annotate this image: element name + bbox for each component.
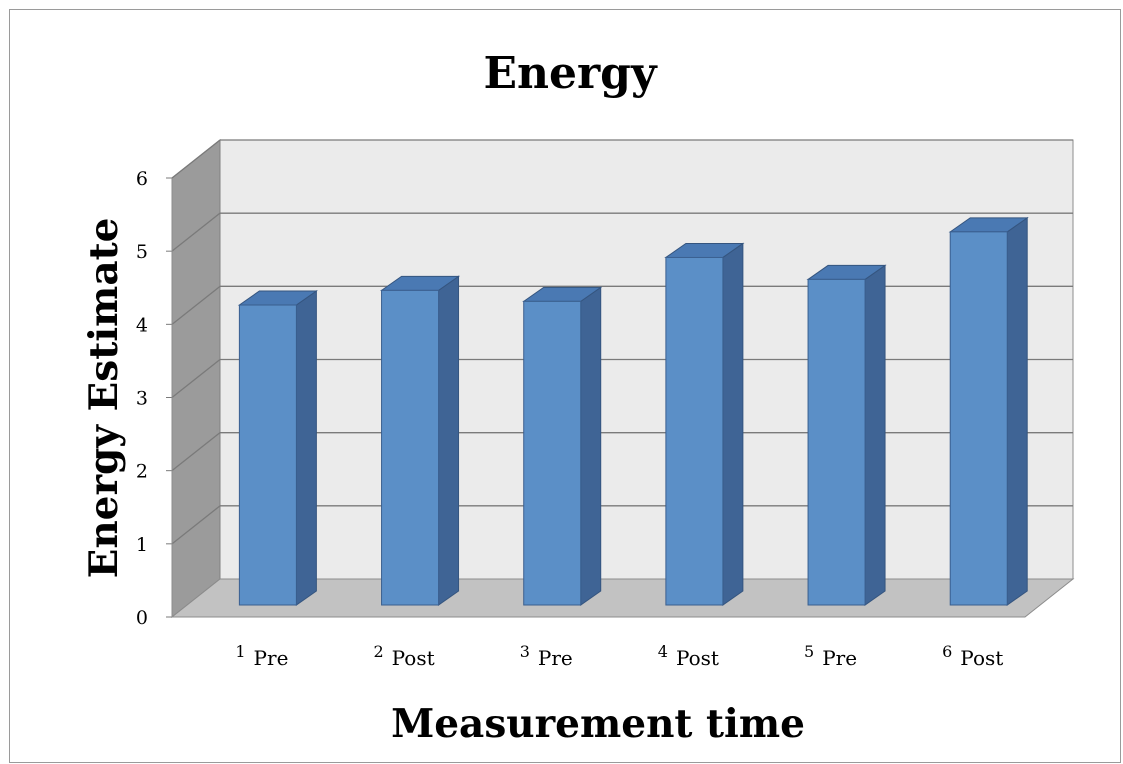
x-tick-label: 1 Pre xyxy=(235,642,288,670)
bar-front xyxy=(665,256,724,606)
x-tick-label: 3 Pre xyxy=(520,642,573,670)
x-tick-label: 6 Post xyxy=(942,642,1003,670)
gridline-side xyxy=(171,285,221,325)
bar xyxy=(948,216,1029,606)
bar xyxy=(237,290,318,606)
bar xyxy=(379,275,461,606)
y-tick-label: 5 xyxy=(136,241,148,263)
gridline-side xyxy=(171,212,221,252)
gridline-side xyxy=(171,358,221,399)
bar xyxy=(522,286,603,606)
y-tick-label: 4 xyxy=(136,314,148,336)
x-tick-text: Pre xyxy=(254,646,289,670)
x-tick-label: 4 Post xyxy=(658,642,719,670)
x-tick-number: 2 xyxy=(373,642,383,661)
x-tick-text: Post xyxy=(392,646,435,670)
x-tick-number: 1 xyxy=(235,642,245,661)
y-tick-label: 2 xyxy=(136,461,148,483)
bar-front xyxy=(523,300,582,606)
bar-side xyxy=(580,286,602,606)
y-tick-label: 3 xyxy=(136,388,148,410)
x-tick-number: 3 xyxy=(520,642,530,661)
y-tick-label: 1 xyxy=(136,534,148,556)
bar-side xyxy=(295,290,317,606)
y-tick-label: 6 xyxy=(136,168,148,190)
x-tick-number: 6 xyxy=(942,642,952,661)
x-tick-label: 5 Pre xyxy=(804,642,857,670)
gridlines xyxy=(171,139,1073,545)
x-tick-text: Pre xyxy=(538,646,573,670)
bar-front xyxy=(949,231,1008,606)
x-tick-number: 5 xyxy=(804,642,814,661)
y-tick-labels: 0 1 2 3 4 5 6 xyxy=(136,168,1025,629)
y-tick-label: 0 xyxy=(136,607,148,629)
y-axis-title: Energy Estimate xyxy=(81,218,127,579)
x-tick-text: Post xyxy=(960,646,1003,670)
x-axis-title: Measurement time xyxy=(391,701,805,747)
bar-side xyxy=(864,264,886,606)
bar-front xyxy=(381,289,440,606)
chart-title: Energy xyxy=(483,48,657,99)
bar-side xyxy=(1006,216,1028,606)
x-tick-text: Pre xyxy=(822,646,857,670)
gridline-side xyxy=(171,505,221,545)
bar-side xyxy=(438,275,460,606)
bar-front xyxy=(807,278,866,606)
x-tick-number: 4 xyxy=(658,642,668,661)
x-tick-label: 2 Post xyxy=(373,642,434,670)
gridline-side xyxy=(171,139,221,179)
x-tick-labels: 1 Pre 2 Post 3 Pre 4 Post 5 Pre 6 Post xyxy=(235,642,1003,670)
bar-front xyxy=(238,304,297,606)
bar xyxy=(664,242,745,606)
x-tick-text: Post xyxy=(676,646,719,670)
bar-side xyxy=(722,242,744,606)
bar xyxy=(806,264,887,606)
bars xyxy=(237,216,1029,606)
gridline-side xyxy=(171,432,221,472)
